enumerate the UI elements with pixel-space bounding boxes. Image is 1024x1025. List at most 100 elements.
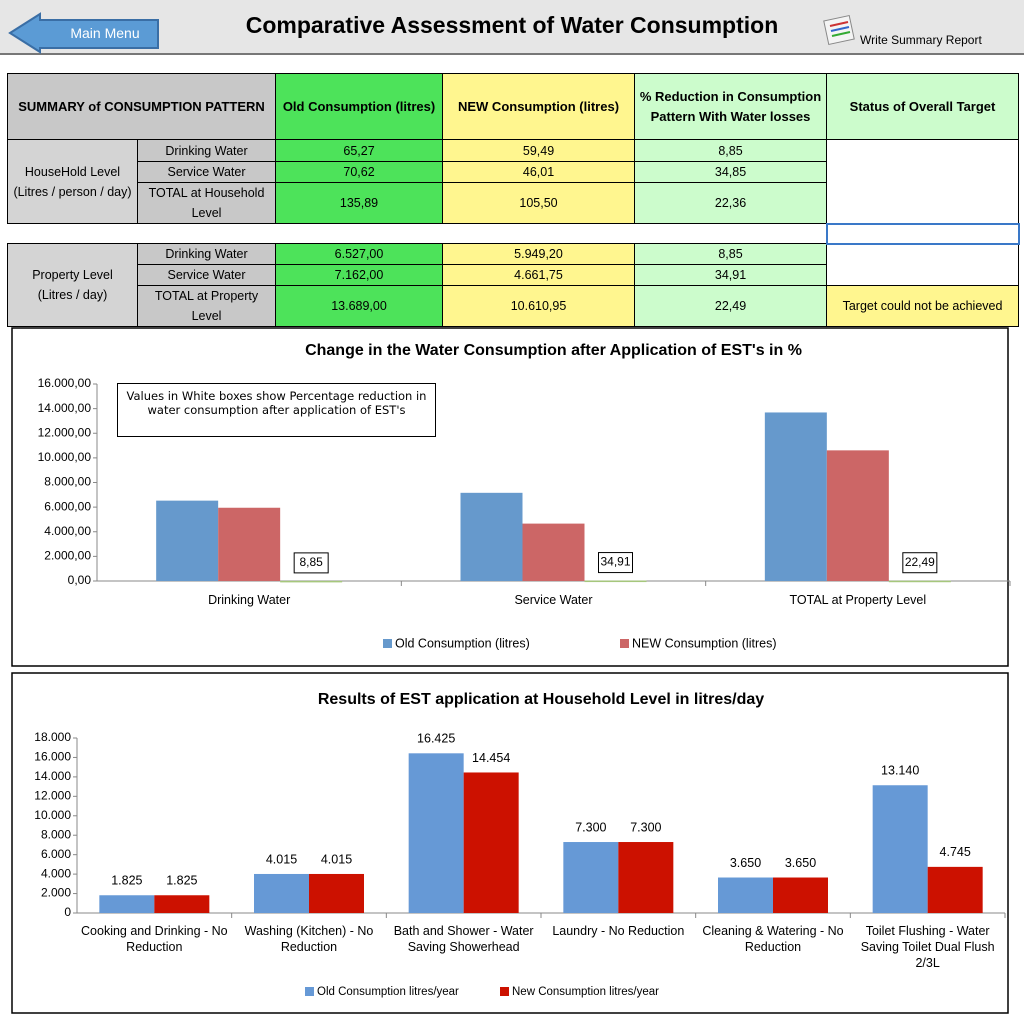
annotation: Values in White boxes show Percentage re…	[117, 383, 436, 437]
x-tick-label: Service Water	[514, 593, 593, 607]
value-label: 4.745	[940, 845, 971, 859]
cell: 105,50	[442, 182, 636, 224]
header-cell: SUMMARY of CONSUMPTION PATTERN	[6, 73, 277, 140]
value-label: 4.015	[321, 852, 352, 866]
header-cell: Status of Overall Target	[826, 73, 1020, 140]
cell: 8,85	[634, 139, 828, 162]
legend-label: NEW Consumption (litres)	[632, 636, 776, 650]
y-tick-label: 4.000,00	[44, 524, 91, 538]
value-label: 1.825	[166, 874, 197, 888]
bar	[218, 507, 281, 581]
x-tick-label: Drinking Water	[208, 593, 291, 607]
value-label: 4.015	[266, 852, 297, 866]
chart-frame	[11, 672, 1009, 1014]
x-tick-label: Cleaning & Watering - No Reduction	[702, 924, 844, 954]
status-cell: Target could not be achieved	[826, 285, 1020, 327]
bar	[522, 523, 585, 581]
cell: TOTAL at Property Level	[136, 285, 277, 327]
cell: 34,85	[634, 161, 828, 183]
gap-row	[7, 222, 1020, 245]
value-label: 22,49	[905, 555, 935, 569]
status-cell	[826, 243, 1020, 286]
chart-title: Results of EST application at Household …	[318, 691, 764, 708]
report-link[interactable]: Write Summary Report	[860, 33, 982, 47]
value-label: 3.650	[785, 856, 816, 870]
legend-swatch	[383, 639, 392, 648]
status-cell	[826, 139, 1020, 224]
cell: Service Water	[136, 264, 277, 286]
value-label: 13.140	[881, 764, 919, 778]
value-label: 3.650	[730, 856, 761, 870]
cell: 10.610,95	[442, 285, 636, 327]
cell: Drinking Water	[136, 139, 277, 162]
bar	[888, 580, 951, 583]
cell: 70,62	[275, 161, 444, 183]
x-tick-label: Bath and Shower - Water Saving Showerhea…	[393, 924, 534, 954]
y-tick-label: 16.000,00	[38, 376, 92, 390]
bar	[154, 895, 210, 913]
y-tick-label: 8.000,00	[44, 475, 91, 489]
button-label[interactable]: Main Menu	[70, 25, 140, 41]
header-bar	[0, 0, 1024, 55]
y-tick-label: 6.000,00	[44, 499, 91, 513]
bar	[254, 873, 309, 913]
cell: Drinking Water	[136, 243, 277, 265]
cell: TOTAL at Household Level	[136, 182, 277, 224]
y-tick-label: 14.000	[34, 769, 71, 783]
bar	[927, 866, 983, 913]
y-tick-label: 14.000,00	[38, 401, 92, 415]
group-label: HouseHold Level (Litres / person / day)	[7, 139, 138, 224]
x-tick-label: Cooking and Drinking - No Reduction	[81, 924, 228, 954]
y-tick-label: 12.000	[34, 789, 71, 803]
cell: 7.162,00	[275, 264, 444, 286]
cell: 22,36	[634, 182, 828, 224]
value-label: 7.300	[630, 820, 661, 834]
report-icon[interactable]	[823, 14, 855, 46]
cell: 46,01	[442, 161, 636, 183]
value-label: 7.300	[575, 820, 606, 834]
header-cell: % Reduction in Consumption Pattern With …	[634, 73, 828, 140]
legend-label: Old Consumption (litres)	[395, 636, 530, 650]
bar	[826, 450, 889, 581]
header-cell: Old Consumption (litres)	[275, 73, 444, 140]
y-tick-label: 2.000	[41, 886, 71, 900]
y-tick-label: 0	[64, 905, 71, 919]
group-label: Property Level (Litres / day)	[7, 243, 138, 327]
cell: 59,49	[442, 139, 636, 162]
y-tick-label: 6.000	[41, 847, 71, 861]
y-tick-label: 4.000	[41, 866, 71, 880]
y-tick-label: 18.000	[34, 730, 71, 744]
bar	[764, 412, 827, 581]
cell: 22,49	[634, 285, 828, 327]
menu-arrow[interactable]	[8, 12, 159, 54]
x-tick-label: Washing (Kitchen) - No Reduction	[244, 924, 374, 954]
value-label: 16.425	[417, 732, 455, 746]
y-tick-label: 10.000,00	[38, 450, 92, 464]
cell: 4.661,75	[442, 264, 636, 286]
row: HouseHold Level (Litres / person / day) …	[7, 139, 1020, 224]
row: Property Level (Litres / day) Drinking W…	[7, 243, 1020, 327]
summary-table: SUMMARY of CONSUMPTION PATTERN Old Consu…	[6, 73, 1020, 327]
main-menu-button[interactable]: Main Menu	[10, 14, 158, 52]
y-tick-label: 2.000,00	[44, 549, 91, 563]
legend-label: New Consumption litres/year	[512, 986, 659, 998]
bar	[309, 873, 364, 913]
cell: 65,27	[275, 139, 444, 162]
bar	[773, 877, 828, 913]
cell: 8,85	[634, 243, 828, 265]
legend-swatch	[305, 987, 314, 996]
row: TOTAL at Household Level 135,89 105,50 2…	[8, 182, 1019, 224]
gap	[7, 223, 827, 244]
cell: 6.527,00	[275, 243, 444, 265]
value-label-box	[902, 552, 938, 574]
bar	[618, 842, 674, 913]
value-label-box	[293, 552, 329, 574]
cell: 13.689,00	[275, 285, 444, 327]
legend-swatch	[500, 987, 509, 996]
x-tick-label: Toilet Flushing - Water Saving Toilet Du…	[860, 924, 995, 970]
value-label-box	[598, 552, 633, 574]
bar	[280, 580, 343, 583]
selected-cell[interactable]	[825, 222, 1020, 245]
bar	[99, 895, 155, 913]
